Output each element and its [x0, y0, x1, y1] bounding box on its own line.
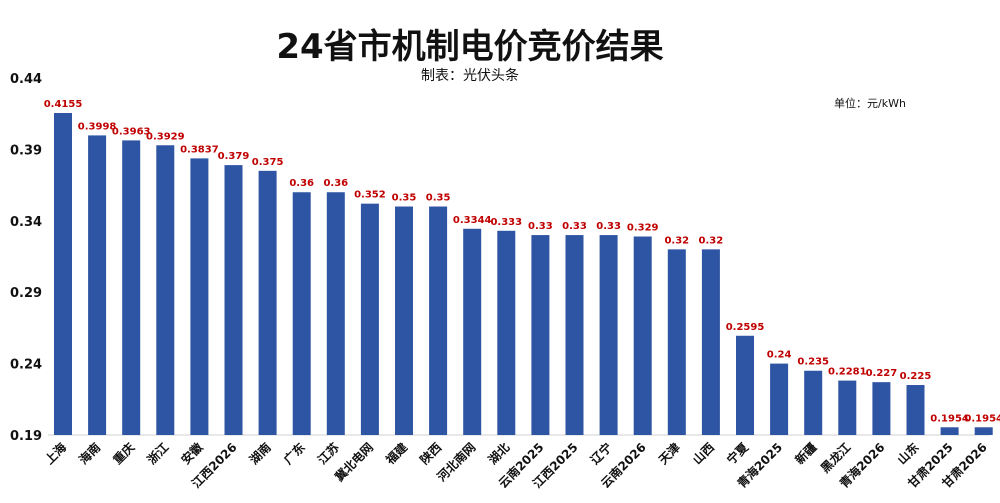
bar-14	[497, 230, 516, 435]
bar-24	[838, 380, 857, 435]
value-label: 0.227	[866, 368, 898, 379]
x-tick-label: 福建	[382, 439, 411, 468]
value-label: 0.2595	[726, 322, 765, 333]
x-tick-label: 广东	[280, 440, 308, 468]
value-label: 0.379	[218, 151, 250, 162]
x-tick-label: 山西	[689, 440, 717, 468]
bar-27	[940, 427, 959, 435]
y-tick-label: 0.44	[10, 72, 42, 87]
x-tick-label: 新疆	[792, 440, 820, 468]
y-tick-label: 0.24	[10, 358, 42, 373]
bar-7	[258, 170, 277, 435]
x-tick-label: 陕西	[417, 440, 445, 468]
x-tick-label: 湖北	[485, 440, 513, 468]
x-tick-label: 上海	[42, 440, 70, 468]
bar-10	[360, 203, 379, 435]
bar-9	[326, 192, 345, 435]
value-label: 0.35	[426, 193, 451, 204]
value-label: 0.2281	[828, 367, 867, 378]
bar-16	[565, 235, 584, 435]
value-label: 0.33	[596, 221, 621, 232]
value-label: 0.32	[664, 235, 689, 246]
value-label: 0.1954	[964, 413, 1000, 424]
x-tick-label: 冀北电网	[331, 440, 376, 485]
bar-23	[804, 370, 823, 435]
bar-13	[463, 228, 482, 435]
chart-subtitle: 制表：光伏头条	[421, 67, 519, 84]
bar-28	[974, 427, 993, 435]
x-tick-label: 辽宁	[587, 440, 615, 468]
x-tick-label: 安徽	[178, 439, 206, 467]
bar-12	[429, 206, 448, 435]
value-label: 0.32	[699, 235, 724, 246]
y-tick-label: 0.29	[10, 286, 42, 301]
unit-label: 单位：元/kWh	[834, 96, 906, 110]
value-label: 0.333	[490, 217, 522, 228]
bar-8	[292, 192, 311, 435]
value-label: 0.375	[252, 157, 284, 168]
value-label: 0.225	[900, 371, 932, 382]
value-label: 0.33	[562, 221, 587, 232]
x-tick-label: 江苏	[314, 440, 342, 468]
value-label: 0.3929	[146, 131, 185, 142]
bar-22	[770, 363, 789, 435]
chart-title: 24省市机制电价竞价结果	[276, 27, 663, 67]
x-tick-label: 浙江	[144, 440, 172, 468]
bar-20	[701, 249, 720, 435]
bar-3	[122, 140, 141, 435]
bar-15	[531, 235, 550, 435]
bar-2	[88, 135, 107, 436]
value-label: 0.3963	[112, 126, 151, 137]
y-tick-label: 0.34	[10, 215, 42, 230]
x-tick-label: 山东	[894, 440, 922, 468]
bar-26	[906, 385, 925, 435]
value-label: 0.33	[528, 221, 553, 232]
bar-19	[667, 249, 686, 435]
x-tick-label: 天津	[655, 440, 683, 468]
value-label: 0.4155	[44, 99, 83, 110]
x-tick-label: 海南	[76, 440, 104, 468]
value-label: 0.36	[289, 178, 314, 189]
bar-6	[224, 165, 243, 435]
value-label: 0.329	[627, 223, 659, 234]
y-tick-label: 0.19	[10, 429, 42, 444]
value-label: 0.3837	[180, 144, 219, 155]
x-tick-label: 重庆	[110, 440, 138, 468]
bar-21	[736, 335, 754, 435]
bar-5	[190, 158, 209, 435]
value-label: 0.36	[323, 178, 348, 189]
x-tick-label: 宁夏	[724, 439, 752, 467]
bar-4	[156, 145, 175, 436]
bar-25	[872, 382, 891, 435]
y-tick-label: 0.39	[10, 143, 42, 158]
bar-1	[54, 112, 72, 436]
value-label: 0.352	[354, 190, 386, 201]
value-label: 0.235	[797, 357, 829, 368]
value-label: 0.24	[767, 350, 792, 361]
value-label: 0.35	[392, 193, 417, 204]
value-label: 0.3344	[453, 215, 492, 226]
value-label: 0.1954	[930, 413, 969, 424]
bar-17	[599, 235, 618, 435]
bars-group	[54, 112, 993, 436]
bar-11	[395, 206, 413, 435]
x-tick-label: 湖南	[246, 440, 274, 468]
value-label: 0.3998	[78, 121, 117, 132]
bar-18	[633, 236, 652, 435]
